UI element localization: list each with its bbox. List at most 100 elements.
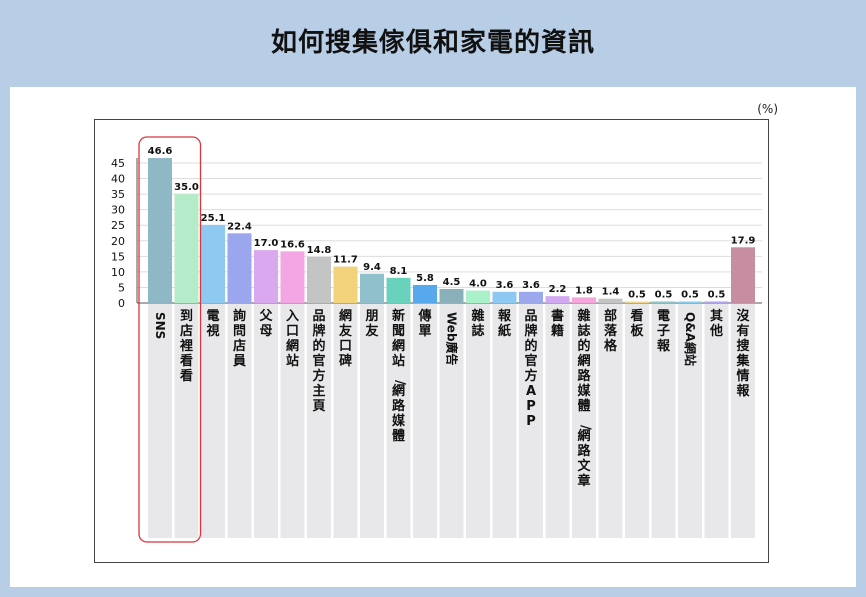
category-label: 書籍 (550, 308, 564, 339)
data-label: 35.0 (174, 182, 199, 193)
category-label-background (227, 304, 252, 538)
data-label: 9.4 (363, 262, 381, 273)
category-label: 看板 (630, 308, 644, 339)
category-label: 電子報 (657, 309, 671, 354)
bar (598, 298, 623, 303)
highlight-box (138, 136, 202, 543)
data-label: 17.0 (254, 238, 279, 249)
y-tick-label: 20 (111, 235, 125, 248)
category-label-background (519, 304, 543, 538)
data-label: 0.5 (655, 289, 673, 300)
category-label-background (254, 304, 278, 538)
bar (254, 250, 278, 303)
bar (492, 291, 517, 303)
category-label: 品牌的官方 A P P (524, 309, 537, 429)
category-label-background (625, 304, 649, 538)
category-label-background (386, 304, 411, 538)
category-label: 雜誌 (471, 308, 484, 339)
category-label: 傳單 (417, 308, 431, 339)
category-label-background (333, 304, 358, 538)
data-label: 0.5 (681, 289, 699, 300)
category-label-background (174, 304, 199, 538)
category-label-background (280, 304, 305, 538)
bar (360, 273, 384, 303)
bar (651, 301, 676, 303)
data-label: 46.6 (148, 146, 173, 157)
y-tick-label: 30 (111, 204, 125, 217)
category-label-background (545, 304, 570, 538)
y-tick-label: 0 (118, 297, 125, 310)
bar (439, 289, 464, 303)
category-label-background (704, 304, 729, 538)
category-label-background (466, 304, 490, 538)
data-label: 25.1 (201, 213, 226, 224)
category-label-background (678, 304, 702, 538)
data-label: 0.5 (628, 289, 646, 300)
y-tick-label: 35 (111, 188, 125, 201)
category-label-background (598, 304, 623, 538)
data-label: 1.4 (602, 287, 620, 298)
y-tick-label: 5 (118, 281, 125, 294)
category-label-background (360, 304, 384, 538)
category-label: SNS (153, 312, 167, 339)
category-label: 到店裡看看 (179, 309, 193, 384)
category-label: 部落格 (604, 308, 618, 354)
y-tick-label: 10 (111, 266, 125, 279)
data-label: 4.0 (469, 279, 487, 290)
category-label-background (492, 304, 517, 538)
category-label: 朋友 (364, 309, 378, 339)
category-label: 電視 (205, 309, 219, 339)
bar (201, 224, 225, 303)
bar (519, 291, 543, 303)
data-label: 5.8 (416, 273, 434, 284)
category-label: 入口網站 (286, 309, 299, 369)
unit-label: (%) (757, 102, 778, 116)
data-label: 8.1 (390, 266, 408, 277)
category-label: Q&A網站 (683, 312, 698, 366)
category-label: 報紙 (498, 308, 512, 339)
bar (704, 301, 729, 303)
category-label-background (572, 304, 596, 538)
bar (280, 251, 305, 303)
data-label: 17.9 (731, 235, 756, 246)
data-label: 2.2 (549, 284, 567, 295)
bar (731, 247, 755, 303)
category-label: 網友口碑 (339, 308, 352, 369)
data-label: 14.8 (307, 245, 332, 256)
y-tick-label: 40 (111, 173, 125, 186)
category-label-background (201, 304, 225, 538)
y-tick-label: 25 (111, 219, 125, 232)
category-label-background (651, 304, 676, 538)
category-label: 品牌的官方主頁 (312, 309, 325, 414)
bar (413, 284, 437, 303)
data-label: 16.6 (280, 239, 305, 250)
bar (227, 233, 252, 303)
category-label-background (439, 304, 464, 538)
category-label: 雜誌的網路媒體/網路文章 (577, 308, 592, 489)
y-tick-label: 45 (111, 157, 125, 170)
category-label-background (307, 304, 331, 538)
category-label: 父母 (258, 309, 273, 339)
category-label-background (148, 304, 172, 538)
category-label: 沒有搜集情報 (735, 308, 750, 399)
bar (148, 158, 172, 303)
bar (572, 297, 596, 303)
category-label: Web廣告 (445, 312, 460, 366)
data-label: 0.5 (708, 289, 726, 300)
data-label: 3.6 (522, 280, 540, 291)
data-label: 11.7 (333, 255, 358, 266)
category-label: 新聞網站/網路媒體 (392, 308, 407, 444)
bar (466, 290, 490, 303)
page-title: 如何搜集傢俱和家電的資訊 (270, 28, 595, 58)
bar (386, 277, 411, 303)
category-label: 詢問店員 (232, 308, 246, 369)
category-label-background (413, 304, 437, 538)
bar (625, 301, 649, 303)
data-label: 1.8 (575, 285, 593, 296)
data-label: 3.6 (496, 280, 514, 291)
bar (333, 266, 358, 303)
category-label: 其他 (709, 308, 723, 339)
category-label-background (731, 304, 755, 538)
bar (545, 296, 570, 303)
